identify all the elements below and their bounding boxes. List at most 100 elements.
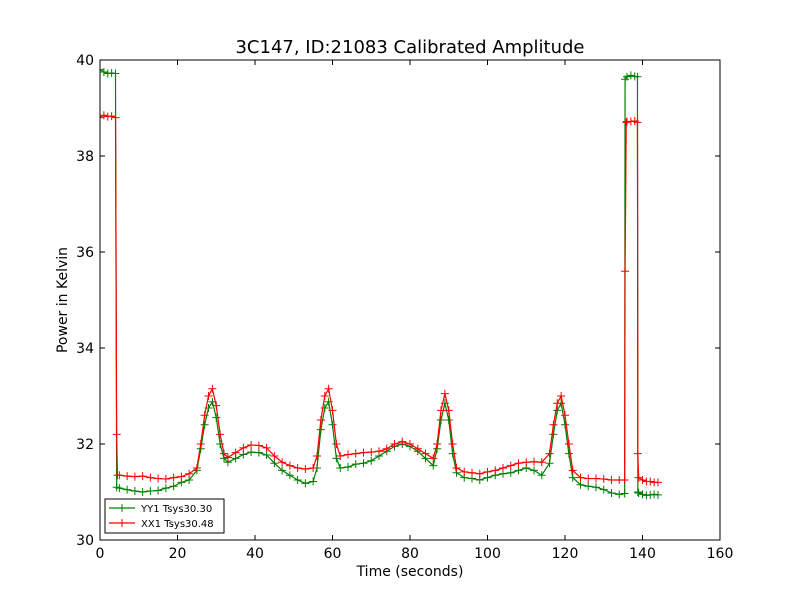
series-2-point-79 <box>568 466 577 475</box>
plot-frame <box>99 59 721 541</box>
series-layer <box>100 65 662 500</box>
series-2-point-32 <box>278 458 287 467</box>
series-2-point-58 <box>440 389 449 398</box>
series-2-point-74 <box>549 420 558 429</box>
series-2-point-38 <box>316 416 325 424</box>
series-2-point-60 <box>448 440 457 448</box>
plot-area-background <box>100 60 720 540</box>
series-1-point-70 <box>530 466 538 475</box>
series-1-point-90 <box>633 72 642 81</box>
series-1-point-76 <box>561 420 569 429</box>
series-2 <box>100 111 662 487</box>
y-tick-label-5: 40 <box>76 53 94 69</box>
series-1-point-22 <box>216 440 225 448</box>
x-tick-label-2: 40 <box>246 546 264 562</box>
series-1-point-7 <box>123 485 132 494</box>
series-1-point-11 <box>154 486 163 495</box>
series-1-point-87 <box>623 72 631 81</box>
series-1-point-46 <box>367 456 376 465</box>
x-tick-label-3: 60 <box>324 546 342 562</box>
series-2-point-54 <box>421 449 430 458</box>
series-2-point-65 <box>483 467 492 476</box>
series-1-point-79 <box>576 480 585 489</box>
series-1-point-4 <box>111 69 120 78</box>
series-2-point-20 <box>204 392 213 400</box>
series-1-point-74 <box>553 406 562 415</box>
series-1-point-12 <box>161 484 170 493</box>
series-2-point-75 <box>553 399 562 408</box>
series-1-point-21 <box>212 413 221 422</box>
series-2-point-24 <box>220 449 228 458</box>
series-1-point-42 <box>336 464 345 472</box>
series-2-point-13 <box>161 475 170 484</box>
series-1-point-88 <box>626 71 635 80</box>
series-1-point-35 <box>309 477 318 486</box>
series-1-point-28 <box>254 448 263 457</box>
x-tick-label-4: 80 <box>401 546 419 562</box>
series-1-point-29 <box>262 451 271 460</box>
series-2-point-10 <box>138 472 147 481</box>
series-2-point-16 <box>185 469 194 478</box>
x-axis-label: Time (seconds) <box>356 564 464 580</box>
series-2-point-45 <box>351 449 360 458</box>
series-2-point-0 <box>100 113 104 122</box>
series-1-point-80 <box>584 482 593 491</box>
series-2-point-42 <box>332 440 341 448</box>
legend-box <box>104 498 225 534</box>
y-tick-label-3: 36 <box>76 245 94 261</box>
series-2-point-18 <box>196 440 205 448</box>
series-2-point-22 <box>212 401 221 410</box>
x-tick-label-0: 0 <box>96 546 105 562</box>
series-1-point-27 <box>247 448 256 457</box>
series-2-point-19 <box>200 411 209 420</box>
series-1-point-6 <box>115 484 124 493</box>
series-2-point-68 <box>506 461 515 470</box>
series-1-point-45 <box>359 459 368 468</box>
series-2-point-4 <box>111 113 120 122</box>
legend-label-2: XX1 Tsys30.48 <box>141 519 214 530</box>
series-2-point-62 <box>460 467 469 476</box>
series-2-point-31 <box>270 452 279 460</box>
x-tick-label-8: 160 <box>707 546 734 562</box>
series-1-point-93 <box>638 490 647 499</box>
series-1-point-1 <box>100 68 108 76</box>
series-2-point-12 <box>154 474 163 483</box>
series-1-point-40 <box>328 420 337 429</box>
series-2-point-8 <box>123 472 132 481</box>
series-1-point-59 <box>448 449 457 458</box>
series-2-point-17 <box>192 464 201 472</box>
series-2-point-35 <box>301 464 310 473</box>
series-1-point-18 <box>200 420 209 429</box>
series-1-point-56 <box>437 416 445 424</box>
series-2-point-71 <box>530 457 538 466</box>
series-2-point-67 <box>499 464 507 472</box>
series-2-point-29 <box>254 441 263 450</box>
series-2-point-9 <box>130 472 139 481</box>
series-2-point-44 <box>344 450 352 459</box>
legend: YY1 Tsys30.30 XX1 Tsys30.48 <box>104 498 225 534</box>
series-1-point-37 <box>316 425 325 434</box>
series-2-point-23 <box>216 430 225 439</box>
series-2-point-97 <box>646 477 655 486</box>
series-1-point-44 <box>351 460 360 469</box>
chart-title: 3C147, ID:21083 Calibrated Amplitude <box>235 37 584 58</box>
series-1-point-38 <box>320 404 329 412</box>
legend-marker-2 <box>118 519 126 527</box>
series-1-point-81 <box>592 483 600 492</box>
series-2-point-86 <box>620 476 629 484</box>
series-1-point-73 <box>549 430 558 439</box>
y-axis-label: Power in Kelvin <box>55 247 71 353</box>
series-2-point-47 <box>367 448 376 457</box>
series-1-point-26 <box>239 450 248 459</box>
series-1-point-31 <box>278 466 287 475</box>
series-2-point-21 <box>208 384 217 393</box>
series-2-point-73 <box>545 449 554 458</box>
series-2-point-56 <box>433 440 442 448</box>
series-2-point-66 <box>491 466 500 475</box>
series-2-point-1 <box>100 111 108 120</box>
series-1-point-68 <box>514 466 523 475</box>
series-1-point-91 <box>633 488 642 496</box>
series-1-point-58 <box>444 416 453 424</box>
series-2-point-63 <box>468 468 476 477</box>
series-1-point-32 <box>285 471 294 480</box>
